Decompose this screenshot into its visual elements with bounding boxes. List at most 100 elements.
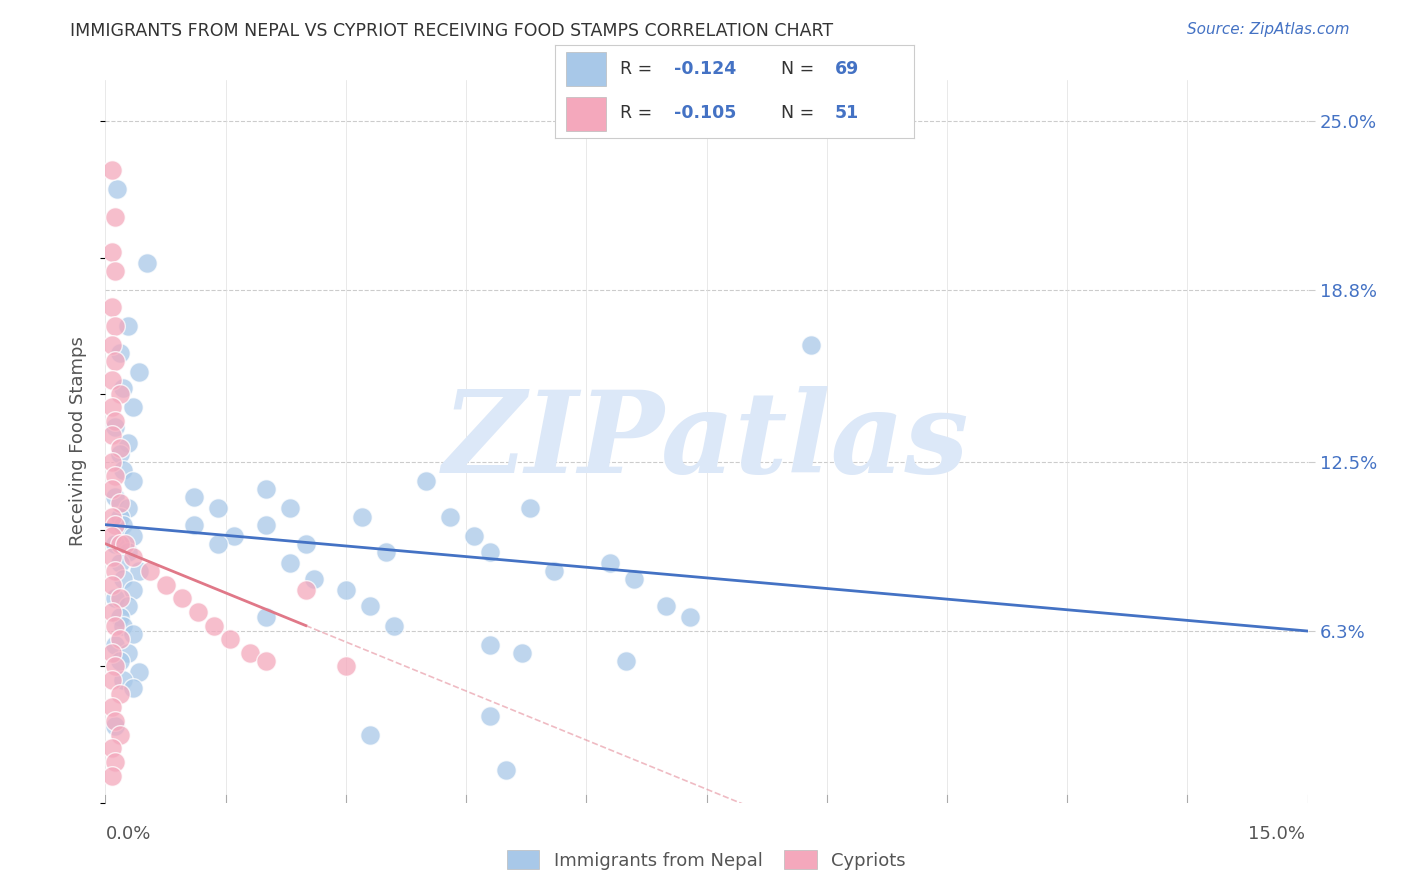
Point [254, 482, 277, 496]
Point [101, 163, 124, 178]
Point [374, 545, 398, 559]
Point [519, 501, 541, 516]
Point [122, 583, 145, 598]
Point [108, 346, 131, 360]
Point [104, 468, 127, 483]
Point [101, 509, 124, 524]
Point [101, 700, 124, 714]
Point [108, 654, 131, 668]
Text: R =: R = [620, 60, 658, 78]
Point [117, 545, 139, 559]
Point [122, 626, 145, 640]
Point [254, 517, 277, 532]
Point [117, 646, 139, 660]
Point [108, 728, 131, 742]
Point [128, 365, 150, 379]
Point [101, 300, 124, 314]
Point [122, 681, 145, 696]
Point [295, 583, 318, 598]
Point [495, 763, 517, 777]
Point [136, 256, 159, 270]
Point [543, 564, 565, 578]
Point [101, 245, 124, 260]
Point [128, 665, 150, 679]
Point [104, 354, 127, 368]
Point [207, 501, 229, 516]
Text: 0.0%: 0.0% [105, 825, 150, 843]
Point [479, 708, 502, 723]
Point [479, 638, 502, 652]
Point [439, 509, 461, 524]
Text: 69: 69 [835, 60, 859, 78]
Point [101, 337, 124, 351]
Point [122, 401, 145, 415]
Point [278, 556, 301, 570]
Point [101, 605, 124, 619]
Text: 15.0%: 15.0% [1247, 825, 1305, 843]
Point [122, 550, 145, 565]
Point [112, 463, 135, 477]
Point [117, 599, 139, 614]
Point [112, 572, 135, 586]
Point [122, 474, 145, 488]
Point [117, 436, 139, 450]
Point [101, 528, 124, 542]
Point [599, 556, 621, 570]
Text: N =: N = [782, 60, 820, 78]
Point [101, 646, 124, 660]
Point [112, 673, 135, 687]
Point [108, 509, 131, 524]
Point [108, 447, 131, 461]
Point [108, 687, 131, 701]
Point [104, 517, 127, 532]
Point [104, 591, 127, 606]
Point [101, 455, 124, 469]
Point [335, 583, 357, 598]
Point [222, 528, 245, 542]
Point [108, 496, 131, 510]
Point [218, 632, 240, 647]
Text: R =: R = [620, 104, 658, 122]
Point [104, 618, 127, 632]
Point [122, 528, 145, 542]
Point [101, 427, 124, 442]
Point [335, 659, 357, 673]
Point [107, 182, 129, 196]
Point [359, 728, 381, 742]
Point [104, 719, 127, 733]
Point [101, 550, 124, 565]
Point [254, 654, 277, 668]
Point [278, 501, 301, 516]
Point [254, 610, 277, 624]
Point [104, 318, 127, 333]
Point [202, 618, 225, 632]
Point [104, 755, 127, 769]
Point [101, 768, 124, 782]
Point [101, 673, 124, 687]
Point [108, 632, 131, 647]
Point [104, 564, 127, 578]
Point [101, 577, 124, 591]
Point [104, 264, 127, 278]
Point [623, 572, 645, 586]
Text: 51: 51 [835, 104, 859, 122]
Point [510, 646, 533, 660]
Text: ZIPatlas: ZIPatlas [443, 386, 970, 497]
Bar [567, 97, 606, 131]
Point [112, 381, 135, 395]
Point [183, 517, 205, 532]
Point [101, 373, 124, 387]
Point [101, 401, 124, 415]
Text: IMMIGRANTS FROM NEPAL VS CYPRIOT RECEIVING FOOD STAMPS CORRELATION CHART: IMMIGRANTS FROM NEPAL VS CYPRIOT RECEIVI… [70, 22, 834, 40]
Point [101, 482, 124, 496]
Point [114, 537, 136, 551]
Point [295, 537, 318, 551]
Point [104, 419, 127, 434]
Point [112, 517, 135, 532]
Point [128, 564, 150, 578]
Point [155, 577, 177, 591]
Point [104, 491, 127, 505]
Text: Source: ZipAtlas.com: Source: ZipAtlas.com [1187, 22, 1350, 37]
Point [108, 610, 131, 624]
Point [382, 618, 405, 632]
